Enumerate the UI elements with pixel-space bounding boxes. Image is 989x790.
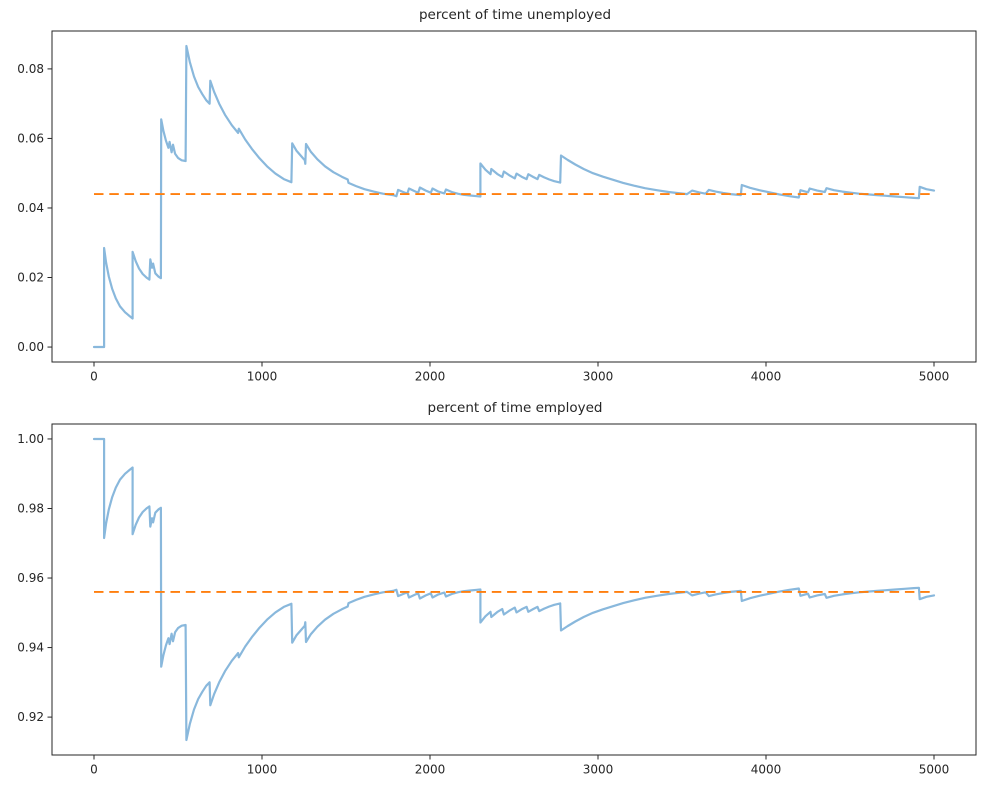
axes-frame xyxy=(51,30,977,363)
x-tick-label: 1000 xyxy=(247,763,278,777)
y-tick-label: 0.00 xyxy=(17,340,44,354)
y-tick-label: 0.04 xyxy=(17,201,44,215)
sample-path-line xyxy=(92,437,936,742)
x-tick-label: 0 xyxy=(90,370,98,384)
y-tick-label: 0.02 xyxy=(17,271,44,285)
unemployed-plot-area: 0 1000 2000 3000 4000 5000 0.00 0.02 0.04 0.06 0.0… xyxy=(17,30,977,384)
y-tick-label: 0.08 xyxy=(17,62,44,76)
x-tick-label: 3000 xyxy=(583,370,614,384)
employed-chart-canvas: percent of time employed 0 1000 2000 3000 40… xyxy=(17,400,977,777)
x-tick-label: 2000 xyxy=(415,763,446,777)
unemployed-chart: percent of time unemployed 0 1000 2000 3000… xyxy=(17,7,977,384)
x-tick-label: 4000 xyxy=(751,763,782,777)
x-tick-label: 0 xyxy=(90,763,98,777)
y-tick-label: 0.06 xyxy=(17,131,44,145)
x-tick-label: 1000 xyxy=(247,370,278,384)
employed-chart: percent of time employed 0 1000 2000 3000 40… xyxy=(0,395,989,790)
axes-frame xyxy=(51,423,977,756)
y-tick-label: 0.96 xyxy=(17,571,44,585)
x-tick-label: 5000 xyxy=(919,763,950,777)
unemployed-chart-title: percent of time unemployed xyxy=(419,7,611,23)
x-tick-label: 5000 xyxy=(919,370,950,384)
x-tick-label: 3000 xyxy=(583,763,614,777)
employed-chart-title: percent of time employed xyxy=(428,400,603,416)
employed-plot-area: 0 1000 2000 3000 4000 5000 0.92 0.94 0.96 0.98 1.0… xyxy=(17,423,977,777)
y-tick-label: 0.94 xyxy=(17,641,44,655)
x-tick-label: 2000 xyxy=(415,370,446,384)
y-tick-label: 0.98 xyxy=(17,501,44,515)
x-tick-label: 4000 xyxy=(751,370,782,384)
unemployed-chart-canvas: percent of time unemployed 0 1000 2000 3000… xyxy=(17,7,977,384)
sample-path-line xyxy=(92,44,936,349)
y-tick-label: 0.92 xyxy=(17,710,44,724)
y-tick-label: 1.00 xyxy=(17,432,44,446)
